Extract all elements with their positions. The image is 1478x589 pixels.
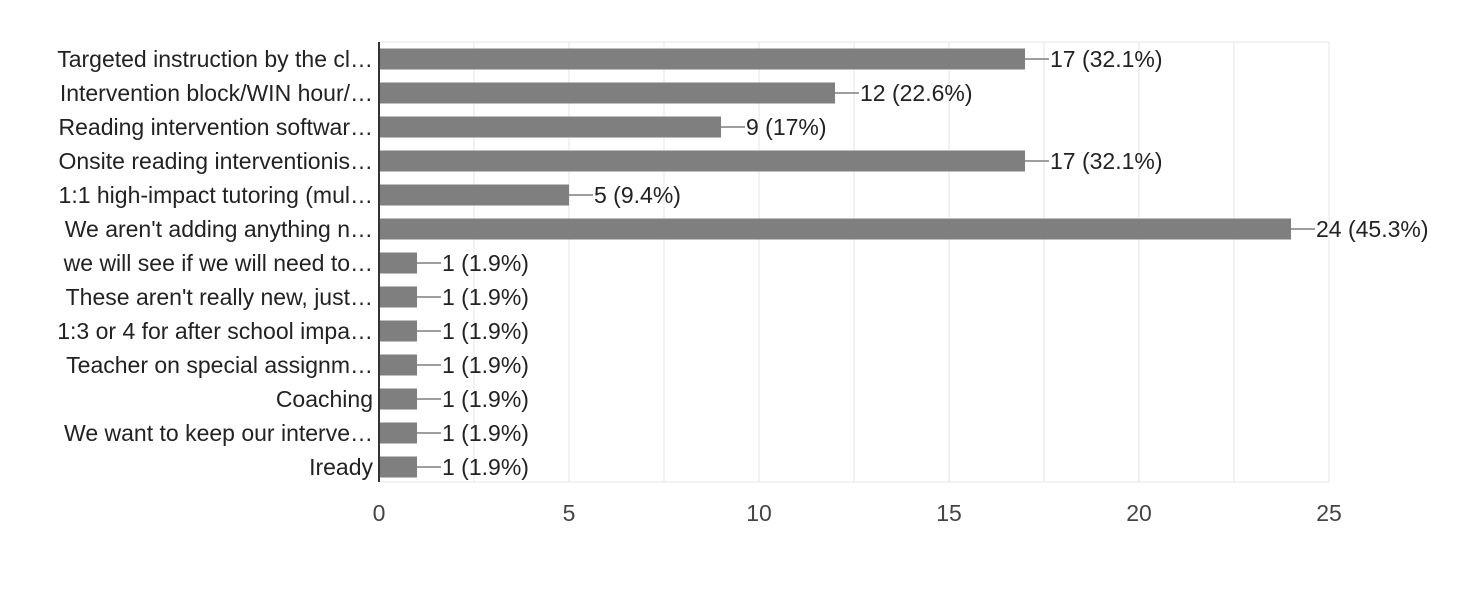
x-tick-label: 25: [1316, 500, 1342, 526]
category-label: 1:1 high-impact tutoring (mul…: [59, 182, 373, 208]
data-label: 1 (1.9%): [442, 420, 529, 446]
category-label: we will see if we will need to…: [63, 250, 373, 276]
bar: [379, 456, 417, 478]
data-label: 1 (1.9%): [442, 386, 529, 412]
x-tick-label: 20: [1126, 500, 1152, 526]
bar: [379, 286, 417, 308]
data-label: 1 (1.9%): [442, 318, 529, 344]
x-tick-label: 10: [746, 500, 772, 526]
x-tick-label: 15: [936, 500, 962, 526]
category-label: These aren't really new, just…: [66, 284, 373, 310]
bar: [379, 116, 721, 138]
data-label: 17 (32.1%): [1050, 46, 1163, 72]
category-label: Intervention block/WIN hour/…: [60, 80, 373, 106]
gridlines: [379, 41, 1330, 483]
category-label: Reading intervention softwar…: [59, 114, 374, 140]
category-label: We aren't adding anything n…: [65, 216, 373, 242]
bar: [379, 422, 417, 444]
data-labels: 17 (32.1%) 12 (22.6%) 9 (17%) 17 (32.1%) 5 (…: [442, 46, 1429, 480]
data-label: 12 (22.6%): [860, 80, 973, 106]
data-label: 1 (1.9%): [442, 284, 529, 310]
bar: [379, 388, 417, 410]
data-label: 5 (9.4%): [594, 182, 681, 208]
category-label: 1:3 or 4 for after school impa…: [57, 318, 373, 344]
x-tick-label: 0: [373, 500, 386, 526]
x-axis-ticks: 0 5 10 15 20 25: [373, 500, 1342, 526]
bar: [379, 150, 1025, 172]
category-label: We want to keep our interve…: [64, 420, 373, 446]
data-label: 1 (1.9%): [442, 454, 529, 480]
data-label: 1 (1.9%): [442, 250, 529, 276]
category-label: Onsite reading interventionis…: [59, 148, 374, 174]
category-label: Iready: [309, 454, 373, 480]
category-label: Targeted instruction by the cl…: [57, 46, 373, 72]
bar: [379, 354, 417, 376]
bar: [379, 320, 417, 342]
category-label: Teacher on special assignm…: [66, 352, 373, 378]
category-label: Coaching: [276, 386, 373, 412]
bar: [379, 48, 1025, 70]
bar: [379, 184, 569, 206]
data-label: 1 (1.9%): [442, 352, 529, 378]
bars: [379, 48, 1315, 478]
data-label: 9 (17%): [746, 114, 827, 140]
bar: [379, 252, 417, 274]
data-label: 17 (32.1%): [1050, 148, 1163, 174]
x-tick-label: 5: [563, 500, 576, 526]
bar: [379, 82, 835, 104]
bar: [379, 218, 1291, 240]
category-labels: Targeted instruction by the cl… Intervent…: [57, 46, 373, 480]
data-label: 24 (45.3%): [1316, 216, 1429, 242]
